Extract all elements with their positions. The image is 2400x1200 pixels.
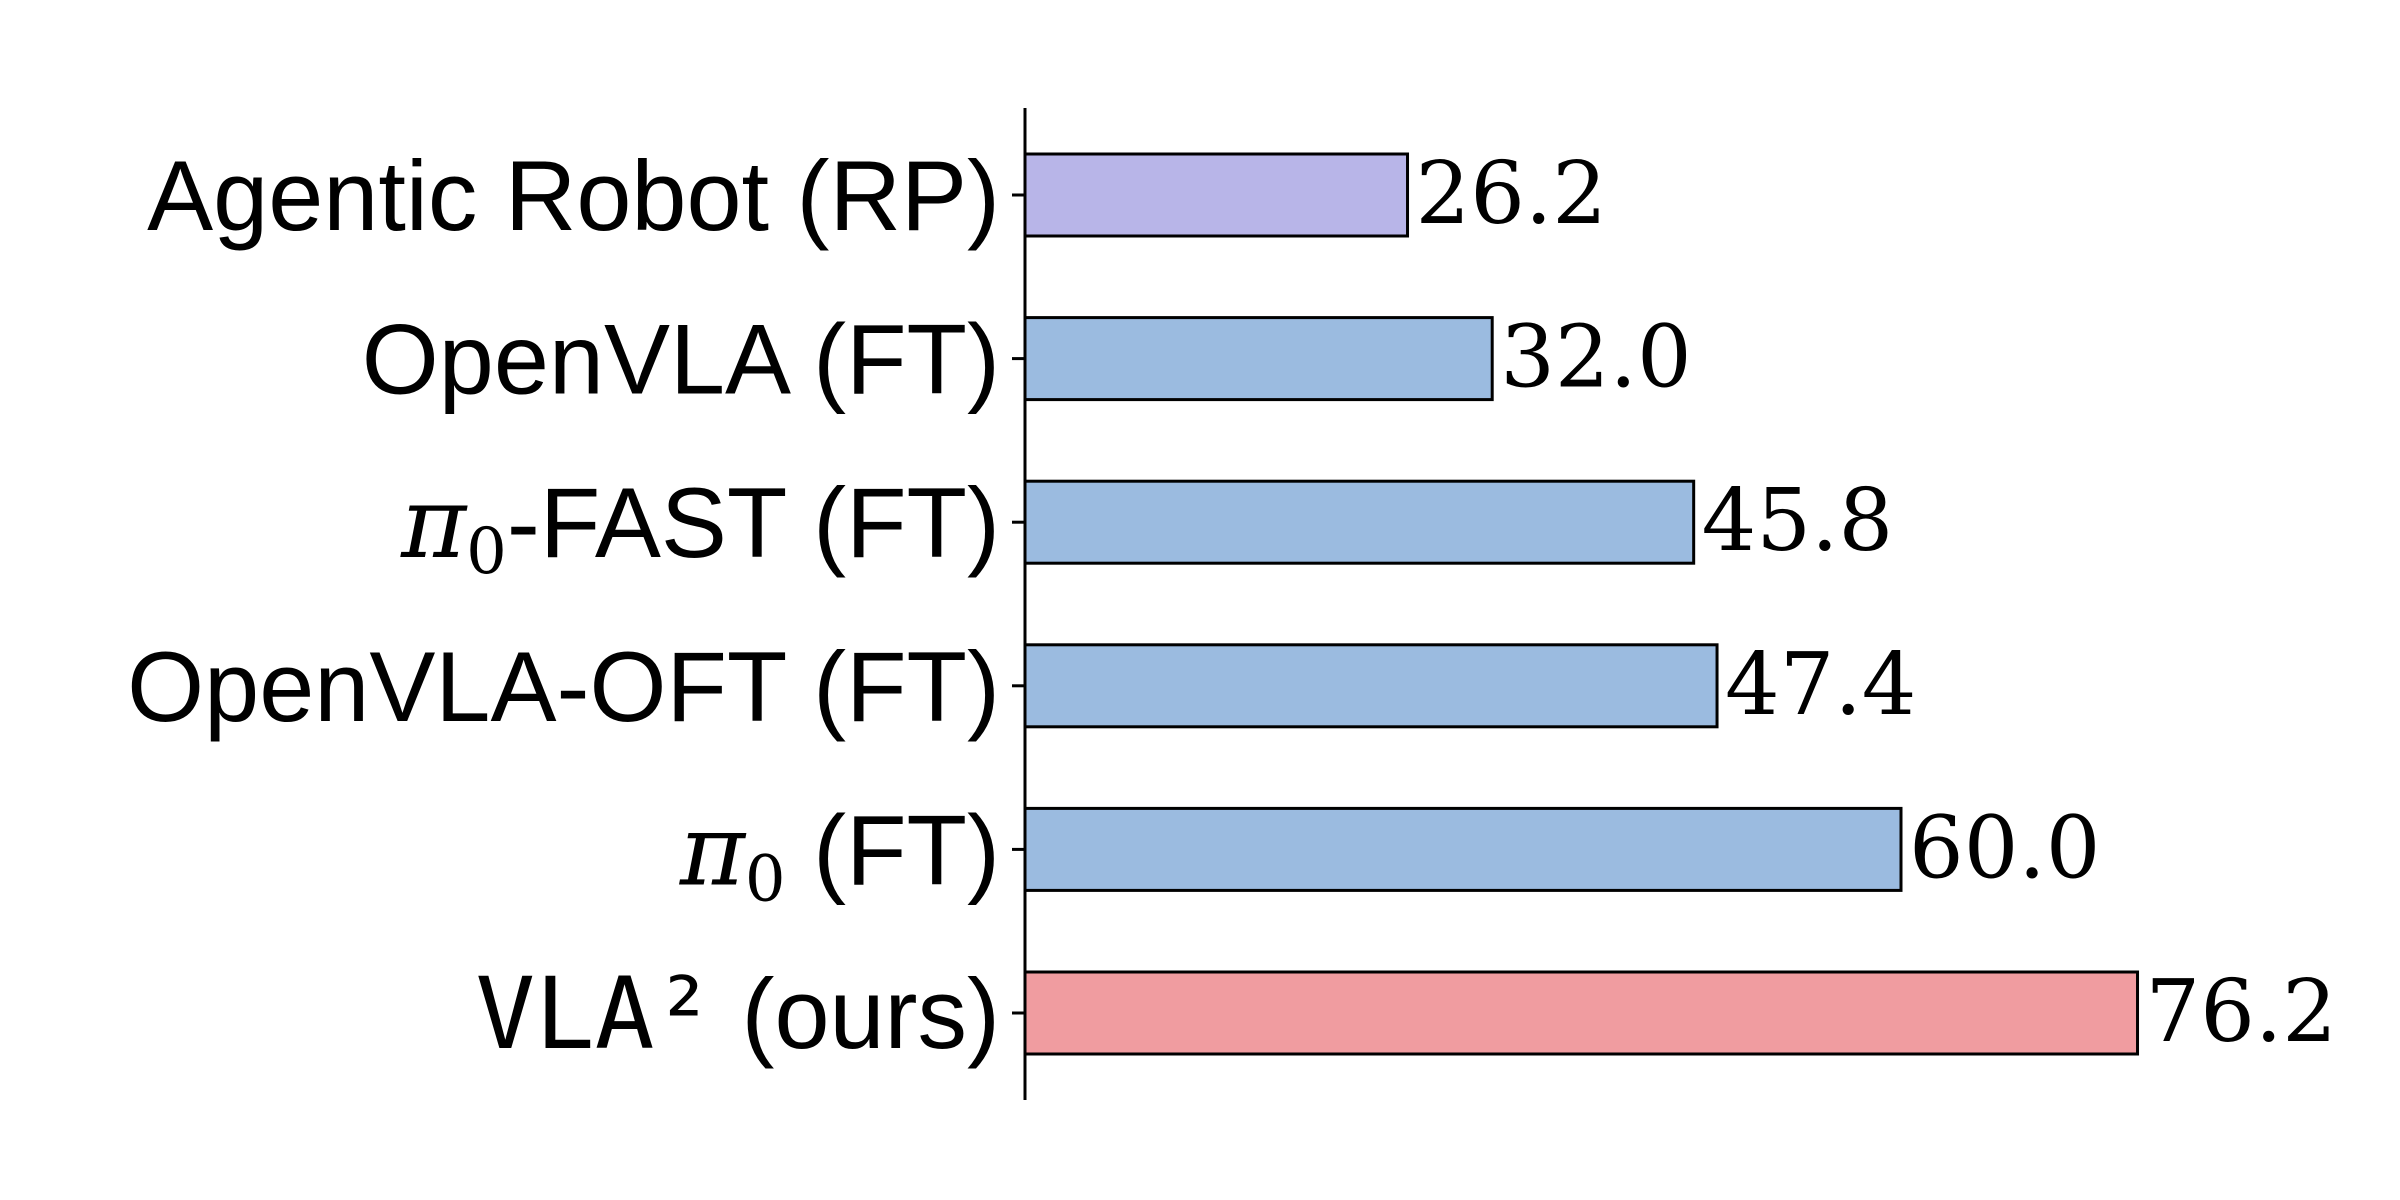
bar-5 xyxy=(1023,806,1903,892)
category-label-math-symbol: π xyxy=(400,466,468,581)
value-label-6: 76.2 xyxy=(2146,962,2337,1062)
value-label-3: 45.8 xyxy=(1702,471,1893,571)
bar-4 xyxy=(1023,643,1719,729)
bar-3 xyxy=(1023,479,1696,565)
category-label-1: Agentic Robot (RP) xyxy=(147,140,1000,251)
bars-group xyxy=(1023,152,2140,1056)
category-labels-group: Agentic Robot (RP)OpenVLA (FT)π0-FAST (F… xyxy=(127,140,1000,1072)
category-label-2: OpenVLA (FT) xyxy=(362,304,1000,415)
category-label-text-part: (ours) xyxy=(714,958,1000,1069)
value-labels-group: 26.2 32.045.8 47.4 60.0 76.2 xyxy=(1416,144,2337,1062)
category-label-text-part: OpenVLA (FT) xyxy=(362,304,1000,415)
category-label-text-part: Agentic Robot (RP) xyxy=(147,140,1000,251)
category-label-4: OpenVLA-OFT (FT) xyxy=(127,631,1000,742)
category-label-text-part: OpenVLA-OFT (FT) xyxy=(127,631,1000,742)
y-ticks-group xyxy=(1012,193,1025,1015)
category-label-math-symbol: π xyxy=(679,793,747,908)
bar-1 xyxy=(1023,152,1410,238)
bar-6 xyxy=(1023,970,2140,1056)
category-label-text-part: -FAST (FT) xyxy=(507,467,1000,578)
value-label-4: 47.4 xyxy=(1725,635,1916,735)
category-label-subscript: 0 xyxy=(745,842,786,916)
category-label-6: VLA² (ours) xyxy=(476,957,1000,1072)
value-label-2: 32.0 xyxy=(1500,308,1691,408)
category-label-mono-part: VLA² xyxy=(476,957,714,1072)
bar-2 xyxy=(1023,316,1494,402)
value-label-5: 60.0 xyxy=(1909,798,2100,898)
category-label-3: π0-FAST (FT) xyxy=(400,466,1000,589)
category-label-text-part: (FT) xyxy=(786,794,1000,905)
value-label-1: 26.2 xyxy=(1416,144,1607,244)
category-label-5: π0 (FT) xyxy=(679,793,1000,916)
category-label-subscript: 0 xyxy=(466,515,507,589)
